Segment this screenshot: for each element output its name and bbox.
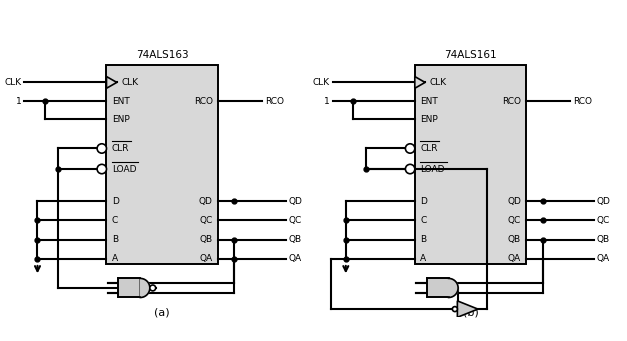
Text: B: B [420,235,426,244]
Text: QC: QC [288,216,302,225]
Text: C: C [112,216,118,225]
Text: CLK: CLK [429,78,446,87]
Text: QB: QB [199,235,213,244]
Text: QB: QB [597,235,610,244]
Text: QB: QB [288,235,302,244]
Polygon shape [457,301,478,317]
Text: RCO: RCO [265,97,284,106]
Polygon shape [107,76,117,88]
Bar [119,278,140,297]
Text: A: A [112,254,118,263]
Text: ENT: ENT [112,97,130,106]
Text: ENP: ENP [420,115,438,124]
Text: LOAD: LOAD [112,164,136,174]
Text: QD: QD [507,197,521,206]
Text: D: D [420,197,427,206]
Text: CLK: CLK [121,78,139,87]
Bar [415,65,527,265]
Text: QA: QA [508,254,521,263]
Text: 1: 1 [324,97,330,106]
Text: D: D [112,197,119,206]
Text: QC: QC [199,216,213,225]
Text: QA: QA [288,254,302,263]
Text: QB: QB [508,235,521,244]
Text: QD: QD [199,197,213,206]
Text: 74ALS163: 74ALS163 [136,50,189,60]
Text: RCO: RCO [502,97,521,106]
Text: 1: 1 [16,97,21,106]
Text: C: C [420,216,426,225]
Text: 74ALS161: 74ALS161 [445,50,497,60]
Text: LOAD: LOAD [420,164,445,174]
Bar [426,278,448,297]
Circle shape [150,285,155,291]
Text: CLK: CLK [4,78,21,87]
Text: QC: QC [508,216,521,225]
Circle shape [97,164,107,174]
Text: (a): (a) [154,307,170,317]
Text: ENP: ENP [112,115,130,124]
Polygon shape [415,76,425,88]
Circle shape [406,144,415,153]
Text: RCO: RCO [194,97,213,106]
Text: QA: QA [597,254,610,263]
Text: (b): (b) [463,307,478,317]
Text: QD: QD [288,197,302,206]
Text: QC: QC [597,216,610,225]
Text: CLR: CLR [420,144,438,153]
Text: QD: QD [597,197,611,206]
Text: QA: QA [199,254,213,263]
Text: ENT: ENT [420,97,438,106]
Text: A: A [420,254,426,263]
Circle shape [453,307,457,312]
Bar [107,65,218,265]
Text: CLR: CLR [112,144,129,153]
Circle shape [406,164,415,174]
Text: CLK: CLK [312,78,330,87]
Polygon shape [140,278,150,297]
Circle shape [97,144,107,153]
Polygon shape [448,278,458,297]
Text: B: B [112,235,118,244]
Text: RCO: RCO [573,97,593,106]
